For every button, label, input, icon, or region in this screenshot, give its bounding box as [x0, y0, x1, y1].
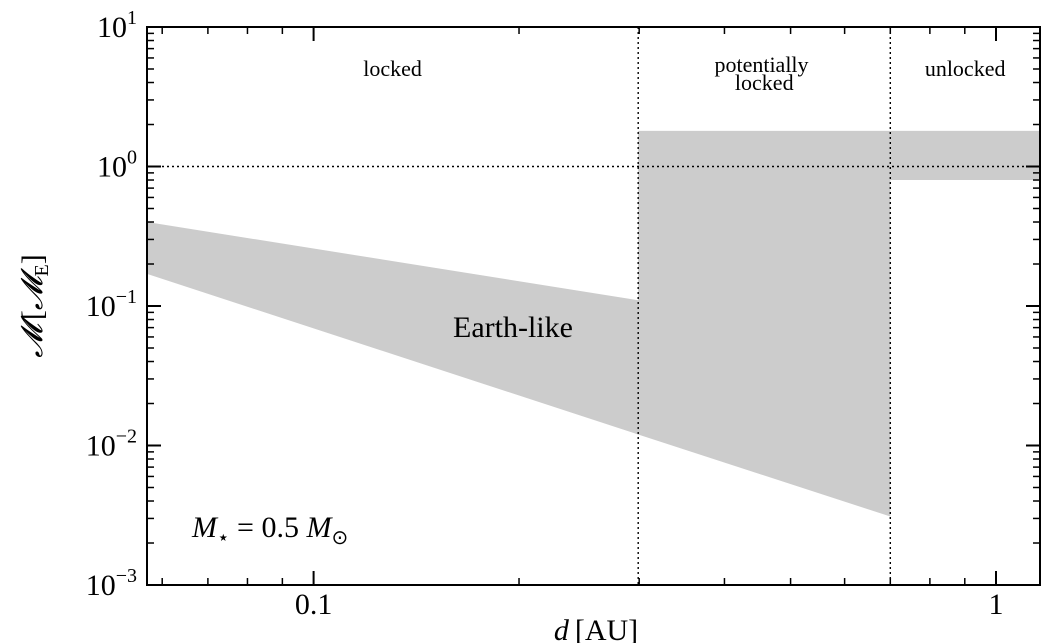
y-tick-label: 100 [97, 147, 137, 184]
x-tick-label: 0.1 [295, 588, 333, 621]
region-Earth-like [147, 130, 891, 517]
region-unlocked-band [890, 130, 1040, 180]
stellar-mass-annotation: M⋆ = 0.5 M⊙ [191, 511, 348, 549]
y-axis-label: 𝓜[𝓜E] [16, 254, 53, 357]
y-tick-label: 10−2 [86, 426, 137, 463]
tick-labels: 10−3 10−2 10−1 100 101 0.1 1 [86, 7, 1004, 621]
x-tick-label: 1 [989, 588, 1004, 621]
y-tick-label: 10−3 [86, 565, 137, 602]
zone-label-unlocked: unlocked [925, 56, 1006, 81]
y-tick-label: 10−1 [86, 286, 137, 323]
reference-lines [147, 27, 1040, 585]
x-axis-label: d [AU] [554, 614, 638, 643]
y-tick-label: 101 [97, 7, 137, 44]
plot-frame [146, 26, 1041, 586]
shaded-regions [147, 130, 1040, 517]
zone-label-locked: locked [363, 56, 422, 81]
zone-label-potentially-locked: potentially locked [714, 52, 814, 95]
region-label-earth-like: Earth-like [453, 311, 573, 344]
